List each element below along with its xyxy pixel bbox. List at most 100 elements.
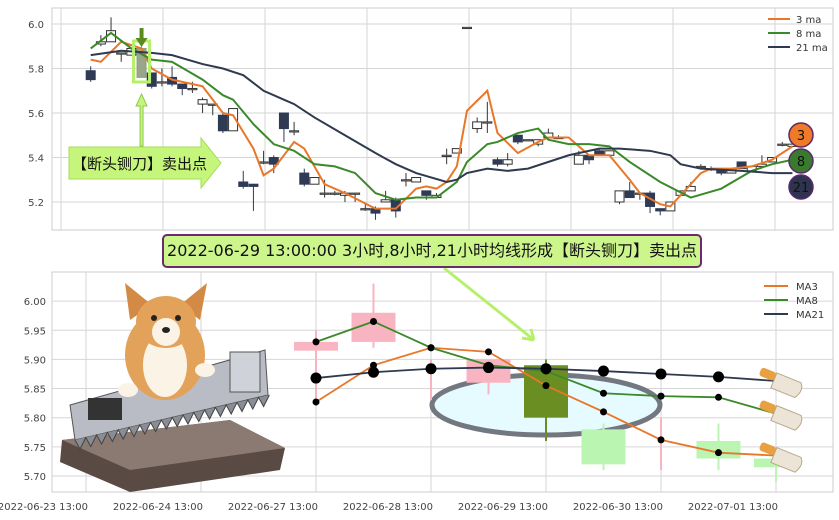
y-tick-label: 5.95: [24, 326, 46, 337]
ma-point: [485, 348, 492, 356]
ma-point: [600, 408, 607, 416]
ma-point: [370, 361, 377, 369]
candle: [502, 159, 513, 165]
candle: [299, 172, 310, 185]
candle: [197, 99, 208, 105]
candle: [472, 121, 483, 130]
ma-badge: [788, 148, 814, 174]
candle: [421, 190, 432, 196]
candle: [461, 26, 472, 30]
x-tick-label: 2022-06-30 13:00: [573, 502, 663, 513]
y-tick-label: 6.0: [28, 20, 44, 31]
candle: [187, 88, 198, 91]
candle: [451, 148, 462, 154]
candle: [294, 341, 338, 351]
y-tick-label: 6.00: [24, 297, 46, 308]
corgi-ear-left: [125, 283, 152, 320]
legend-label: 8 ma: [796, 29, 821, 40]
ma-point: [657, 436, 665, 444]
candle: [614, 190, 625, 203]
ma-badge-label: 21: [793, 181, 810, 196]
kitchen-knife-icon: [759, 367, 803, 399]
legend-label: MA3: [796, 282, 818, 293]
ma-line-21ma: [90, 49, 793, 184]
y-tick-label: 5.85: [24, 385, 46, 396]
knife-blade: [770, 446, 803, 473]
ma-point: [600, 389, 607, 397]
corgi-paw: [195, 363, 215, 377]
knife-handle: [759, 367, 776, 381]
ma-badge: [788, 122, 814, 148]
signal-banner: 2022-06-29 13:00:00 3小时,8小时,21小时均线形成【断头铡…: [162, 234, 702, 268]
x-tick-label: 2022-06-29 13:00: [458, 502, 548, 513]
ma-point: [370, 318, 377, 326]
corgi-chest: [143, 333, 187, 397]
ma-badge: [788, 174, 814, 200]
decorations: [60, 283, 285, 492]
candle: [217, 114, 228, 132]
candle: [268, 157, 279, 165]
candle: [400, 179, 411, 182]
legend-label: 21 ma: [796, 43, 828, 54]
ma-point: [542, 382, 550, 390]
knife-handle: [759, 400, 776, 414]
x-tick-label: 2022-07-01 13:00: [688, 502, 778, 513]
saw-handle-plate: [229, 351, 261, 393]
ma-point: [310, 372, 322, 384]
candle: [441, 154, 452, 157]
knife-blade: [770, 404, 803, 431]
corgi-eye: [151, 315, 157, 321]
candle: [777, 143, 788, 146]
ma-line-8ma: [90, 31, 793, 201]
ma-point: [715, 393, 722, 401]
saw-base-top: [62, 420, 285, 470]
ma-point: [540, 363, 552, 375]
saw-teeth: [74, 394, 270, 451]
candle: [289, 130, 300, 133]
ma-point: [657, 392, 665, 400]
down-arrow-icon: [135, 28, 148, 47]
ma-point: [598, 365, 609, 377]
y-tick-label: 5.2: [28, 198, 44, 209]
candle: [258, 161, 269, 164]
y-tick-label: 5.90: [24, 355, 46, 366]
ma-point: [713, 371, 724, 383]
candle: [360, 208, 371, 211]
candle: [581, 429, 626, 465]
ma-point: [312, 338, 320, 346]
guillotine-saw-image: [60, 349, 285, 492]
pointer-arrow-icon: [443, 266, 536, 342]
candle: [238, 181, 249, 187]
candle: [319, 192, 330, 195]
corgi-nose: [162, 327, 170, 333]
legend-label: MA21: [796, 310, 824, 321]
y-tick-label: 5.4: [28, 154, 44, 165]
corgi-ear-right: [180, 283, 207, 320]
legend-label: 3 ma: [796, 15, 821, 26]
candle: [482, 121, 493, 124]
candle: [411, 177, 422, 183]
ma-point: [715, 449, 722, 457]
knife-blade: [770, 372, 803, 399]
y-tick-label: 5.80: [24, 414, 46, 425]
ma-point: [368, 366, 379, 378]
candle: [523, 139, 534, 142]
x-tick-label: 2022-06-27 13:00: [228, 502, 318, 513]
candle: [655, 208, 666, 212]
legend-label: MA8: [796, 296, 818, 307]
knife-handle: [759, 442, 776, 456]
candle: [228, 108, 239, 132]
candle: [624, 190, 635, 199]
x-tick-label: 2022-06-23 13:00: [0, 502, 88, 513]
candle: [278, 112, 289, 130]
y-tick-label: 5.8: [28, 65, 44, 76]
candle: [116, 52, 127, 55]
corgi-paw: [118, 383, 138, 397]
y-tick-label: 5.75: [24, 443, 46, 454]
ma-point: [425, 363, 437, 375]
candle: [146, 72, 157, 87]
x-tick-label: 2022-06-28 13:00: [343, 502, 433, 513]
candle: [248, 183, 259, 187]
ma-badge-label: 3: [797, 129, 805, 144]
